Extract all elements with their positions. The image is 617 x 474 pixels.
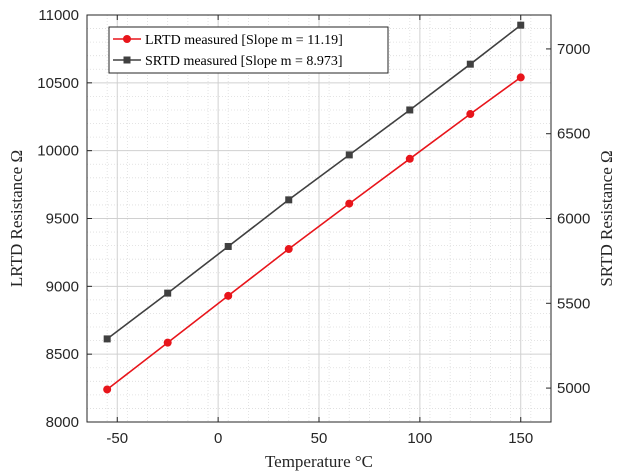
data-point-circle: [284, 245, 293, 254]
series-lines: [103, 21, 525, 394]
data-point-circle: [405, 154, 414, 163]
series-1: [103, 73, 525, 394]
series-2: [103, 21, 525, 343]
legend-marker-circle: [123, 35, 131, 43]
grid: [86, 14, 552, 423]
data-point-circle: [163, 338, 172, 347]
x-tick-label: 100: [407, 430, 432, 447]
axis-titles: Temperature °C LRTD Resistance Ω SRTD Re…: [7, 150, 616, 471]
data-point-square: [285, 196, 293, 204]
legend-label: SRTD measured [Slope m = 8.973]: [145, 54, 343, 69]
data-point-circle: [103, 385, 112, 394]
legend: LRTD measured [Slope m = 11.19] SRTD meas…: [108, 26, 389, 74]
x-tick-label: 150: [508, 430, 533, 447]
tick-labels: -50 0 50 100 150 8000 8500 9000 9500 10000 10500 11…: [37, 7, 590, 447]
legend-label: LRTD measured [Slope m = 11.19]: [145, 33, 343, 48]
legend-marker-square: [123, 56, 131, 64]
left-y-axis-title: LRTD Resistance Ω: [7, 150, 26, 287]
series-line: [106, 76, 522, 391]
data-point-square: [103, 335, 111, 343]
left-y-tick-label: 10000: [37, 143, 79, 160]
left-y-tick-label: 10500: [37, 75, 79, 92]
x-axis-title: Temperature °C: [265, 452, 373, 471]
right-y-tick-label: 6000: [557, 211, 590, 228]
data-point-square: [517, 21, 525, 29]
data-point-square: [164, 289, 172, 297]
right-y-tick-label: 7000: [557, 41, 590, 58]
left-y-tick-label: 9500: [46, 211, 79, 228]
x-tick-label: 50: [311, 430, 328, 447]
right-y-tick-label: 5000: [557, 380, 590, 397]
data-point-circle: [345, 199, 354, 208]
right-y-tick-label: 6500: [557, 126, 590, 143]
axes: [86, 14, 552, 423]
left-y-tick-label: 8000: [46, 414, 79, 431]
x-tick-label: -50: [106, 430, 128, 447]
data-point-circle: [224, 291, 233, 300]
data-point-square: [466, 60, 474, 68]
data-point-square: [224, 242, 232, 250]
left-y-tick-label: 11000: [38, 7, 79, 24]
left-y-tick-label: 8500: [46, 346, 79, 363]
left-y-tick-label: 9000: [46, 278, 79, 295]
right-y-axis-title: SRTD Resistance Ω: [597, 150, 616, 286]
data-point-circle: [516, 73, 525, 82]
data-point-square: [406, 106, 414, 114]
data-point-circle: [466, 110, 475, 119]
right-y-tick-label: 5500: [557, 295, 590, 312]
data-point-square: [345, 151, 353, 159]
series-line: [106, 24, 522, 340]
x-tick-label: 0: [214, 430, 222, 447]
legend-box: [108, 26, 389, 74]
